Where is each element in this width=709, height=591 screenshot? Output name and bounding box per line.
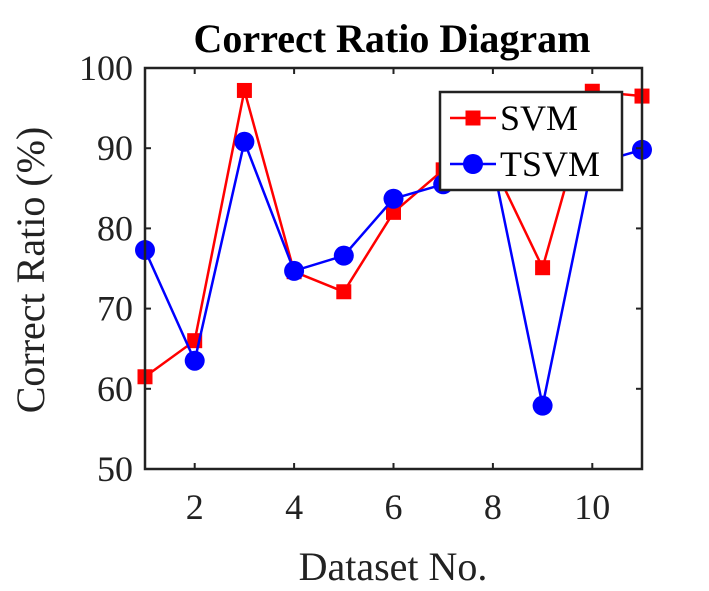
legend-label-tsvm: TSVM — [500, 144, 600, 184]
data-point-svm — [386, 204, 401, 220]
x-axis: 2 4 6 8 10 — [186, 68, 610, 527]
legend-label-svm: SVM — [500, 98, 578, 138]
data-point-tsvm — [284, 260, 305, 281]
data-point-tsvm — [333, 245, 354, 266]
data-point-tsvm — [234, 131, 255, 152]
legend: SVM TSVM — [438, 90, 624, 192]
data-point-tsvm — [532, 395, 553, 416]
data-point-svm — [236, 82, 252, 98]
legend-box — [438, 90, 624, 192]
legend-marker-svm — [465, 110, 481, 126]
x-tick-label: 4 — [285, 487, 303, 527]
data-point-svm — [336, 284, 352, 300]
y-axis-label: Correct Ratio (%) — [8, 127, 53, 414]
legend-marker-tsvm — [463, 154, 483, 174]
chart-title: Correct Ratio Diagram — [194, 16, 591, 61]
x-tick-label: 6 — [385, 487, 403, 527]
x-tick-label: 2 — [186, 487, 204, 527]
x-tick-label: 10 — [574, 487, 610, 527]
y-tick-label: 100 — [79, 48, 133, 88]
y-tick-label: 90 — [97, 128, 133, 168]
data-point-tsvm — [383, 188, 404, 209]
y-tick-label: 70 — [97, 289, 133, 329]
y-tick-label: 80 — [97, 208, 133, 248]
y-tick-label: 60 — [97, 369, 133, 409]
data-point-tsvm — [184, 350, 205, 371]
x-axis-label: Dataset No. — [299, 544, 488, 589]
y-tick-label: 50 — [97, 449, 133, 489]
data-point-svm — [535, 260, 551, 276]
x-tick-label: 8 — [484, 487, 502, 527]
y-axis: 50 60 70 80 90 100 — [79, 48, 642, 489]
